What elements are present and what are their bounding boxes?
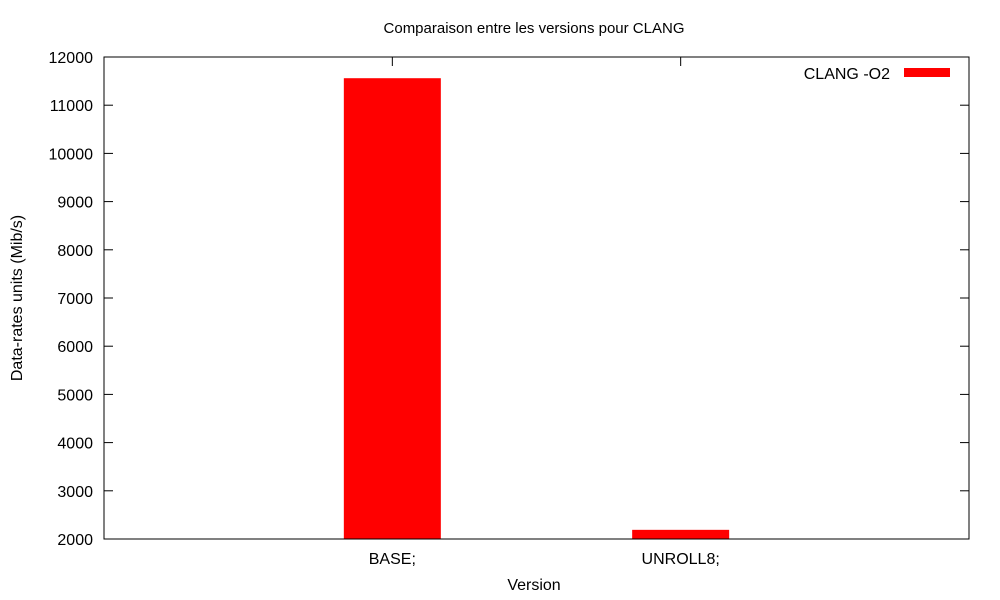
- y-tick-label: 6000: [57, 339, 93, 356]
- y-tick-label: 11000: [50, 98, 93, 115]
- y-tick-label: 12000: [49, 50, 94, 67]
- y-tick-label: 7000: [57, 291, 93, 308]
- y-tick-label: 4000: [57, 436, 93, 453]
- y-tick-label: 9000: [57, 195, 93, 212]
- legend-label-clang-o2: CLANG -O2: [804, 66, 890, 83]
- y-tick-label: 3000: [57, 484, 93, 501]
- y-tick-label: 5000: [57, 387, 93, 404]
- legend-swatch-clang-o2: [904, 68, 950, 77]
- bar-base: [343, 78, 441, 539]
- y-tick-label: 8000: [57, 243, 93, 260]
- bars: [343, 78, 730, 539]
- y-tick-label: 2000: [57, 532, 93, 549]
- bar-unroll8: [632, 529, 730, 539]
- y-axis-ticks: 2000 3000 4000 5000 6000 7000 8000 9000 10000 110…: [49, 50, 969, 549]
- y-tick-label: 10000: [49, 146, 94, 163]
- chart-title: Comparaison entre les versions pour CLAN…: [384, 20, 685, 37]
- x-tick-label: UNROLL8;: [642, 551, 720, 568]
- x-tick-label: BASE;: [369, 551, 416, 568]
- x-axis-label: Version: [507, 577, 560, 594]
- legend: CLANG -O2: [804, 66, 950, 83]
- x-axis-ticks: BASE; UNROLL8;: [369, 57, 720, 568]
- plot-frame: [103, 56, 970, 540]
- y-axis-label: Data-rates units (Mib/s): [9, 215, 26, 381]
